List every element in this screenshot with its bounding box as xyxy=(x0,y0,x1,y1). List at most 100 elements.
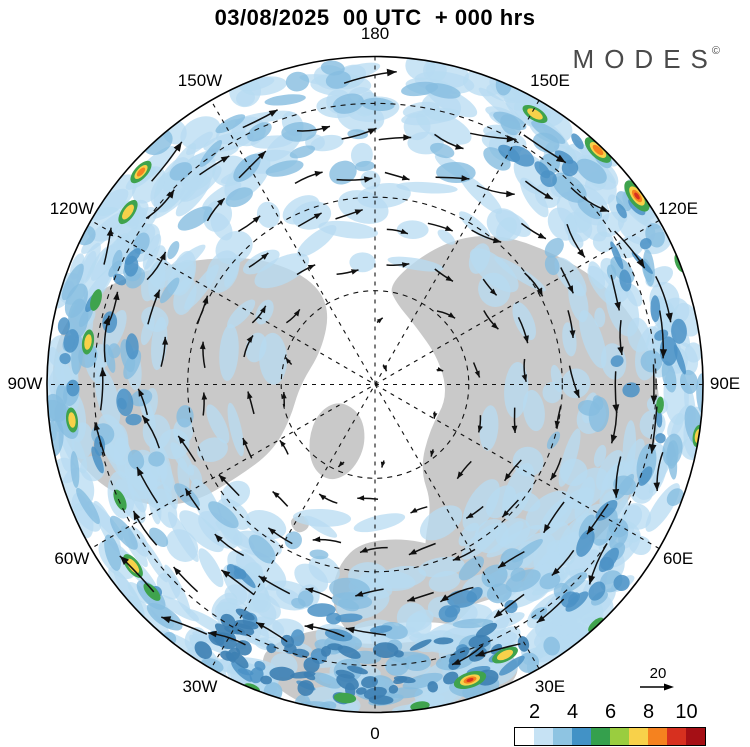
hotspot xyxy=(333,692,357,704)
shading-layer xyxy=(47,57,703,712)
wind-arrow-head xyxy=(448,312,456,319)
wind-arrow-head xyxy=(173,567,182,576)
wind-arrow-head xyxy=(506,190,515,198)
colorbar-segment xyxy=(629,728,648,745)
wind-arrow-head xyxy=(161,616,172,624)
wind-arrow-head xyxy=(587,525,595,535)
wind-arrow-head xyxy=(492,237,502,244)
hotspot xyxy=(113,489,127,511)
wind-arrow-head xyxy=(345,626,355,634)
wind-arrow-head xyxy=(363,176,373,183)
wind-arrow-head xyxy=(502,510,510,518)
hotspot xyxy=(84,334,92,350)
modes-logo-text: MODES xyxy=(572,44,718,74)
wind-arrow-head xyxy=(367,128,377,135)
wind-arrow-head xyxy=(319,494,327,501)
copyright-icon: © xyxy=(711,45,720,57)
longitude-label-150E: 150E xyxy=(530,71,570,90)
reference-arrow: 20 xyxy=(640,665,674,691)
wind-arrow-head xyxy=(461,175,470,182)
longitude-label-180: 180 xyxy=(361,24,389,43)
wind-arrow-head xyxy=(610,434,618,444)
wind-arrow-head xyxy=(185,488,192,497)
wind-arrow-head xyxy=(376,317,383,324)
landmass xyxy=(309,403,365,480)
wind-arrow-head xyxy=(218,474,227,483)
wind-arrow-head xyxy=(659,349,668,359)
wind-arrow-head xyxy=(305,587,314,594)
wind-arrow-head xyxy=(137,467,144,477)
wind-arrow-head xyxy=(617,346,624,355)
wind-arrow-head xyxy=(400,228,408,234)
colorbar xyxy=(514,727,706,746)
wind-arrow-head xyxy=(173,141,182,152)
colorbar-segment xyxy=(591,728,610,745)
wind-arrow-head xyxy=(407,595,416,602)
wind-arrow-head xyxy=(293,309,300,317)
wind-arrow-head xyxy=(257,151,266,160)
longitude-label-90E: 90E xyxy=(710,374,740,393)
hotspot xyxy=(122,204,134,220)
wind-arrow-head xyxy=(555,154,566,163)
wind-arrow-head xyxy=(452,555,461,561)
colorbar-segment xyxy=(553,728,572,745)
colorbar-segment xyxy=(572,728,591,745)
wind-arrow-head xyxy=(261,253,269,260)
wind-arrow-head xyxy=(511,425,518,433)
wind-arrow-head xyxy=(554,420,561,429)
wind-arrow-head xyxy=(360,547,368,553)
wind-arrow-head xyxy=(202,295,209,304)
hotspot xyxy=(466,678,474,682)
hotspot xyxy=(143,583,161,601)
wind-arrow-head xyxy=(573,389,580,398)
hotspot xyxy=(68,412,76,428)
hotspot xyxy=(496,649,514,661)
wind-arrow-head xyxy=(401,174,410,181)
colorbar-tick-label: 6 xyxy=(604,701,617,723)
wind-arrow-head xyxy=(550,472,557,481)
longitude-label-150W: 150W xyxy=(178,71,222,90)
wind-arrow-head xyxy=(312,536,321,543)
longitude-label-120E: 120E xyxy=(658,199,698,218)
wind-arrow-head xyxy=(355,590,364,597)
hotspot xyxy=(588,617,604,633)
wind-arrow-head xyxy=(452,658,461,665)
wind-arrow-head xyxy=(178,435,186,444)
longitude-label-60W: 60W xyxy=(54,549,89,568)
wind-arrow-head xyxy=(440,594,449,602)
wind-arrow-head xyxy=(279,440,286,447)
wind-arrow-head xyxy=(401,262,410,268)
wind-arrow-head xyxy=(430,450,435,457)
wind-arrow-head xyxy=(466,512,474,519)
wind-arrow-head xyxy=(494,609,503,618)
wind-arrow-head xyxy=(382,365,387,372)
wind-arrow-head xyxy=(653,482,660,491)
wind-arrow-head xyxy=(247,391,253,400)
wind-arrow-head xyxy=(268,527,276,535)
wind-arrow-head xyxy=(321,125,330,132)
longitude-label-0: 0 xyxy=(370,724,379,743)
longitude-label-30E: 30E xyxy=(535,677,565,696)
colorbar-tick-label: 2 xyxy=(528,701,541,723)
colorbar-tick-label: 4 xyxy=(566,701,579,723)
wind-arrow-head xyxy=(258,576,268,584)
wind-arrow-head xyxy=(260,305,266,314)
wind-arrow-head xyxy=(614,301,621,311)
wind-arrow-head xyxy=(119,555,129,565)
wind-arrow-head xyxy=(433,412,438,419)
wind-vectors-layer xyxy=(93,68,673,666)
wind-arrow-head xyxy=(489,288,497,296)
wind-arrow-head xyxy=(477,425,483,433)
hotspot-layer xyxy=(65,104,703,711)
wind-arrow-head xyxy=(408,548,417,555)
wind-arrow-head xyxy=(612,404,620,414)
wind-arrow-head xyxy=(475,649,486,657)
wind-arrow-head xyxy=(612,489,620,498)
wind-arrow-head xyxy=(380,461,386,468)
wind-arrow-head xyxy=(536,288,543,297)
hotspot xyxy=(136,167,146,177)
wind-arrow-head xyxy=(304,623,314,631)
wind-arrow-head xyxy=(357,495,365,501)
colorbar-segment xyxy=(515,728,534,745)
